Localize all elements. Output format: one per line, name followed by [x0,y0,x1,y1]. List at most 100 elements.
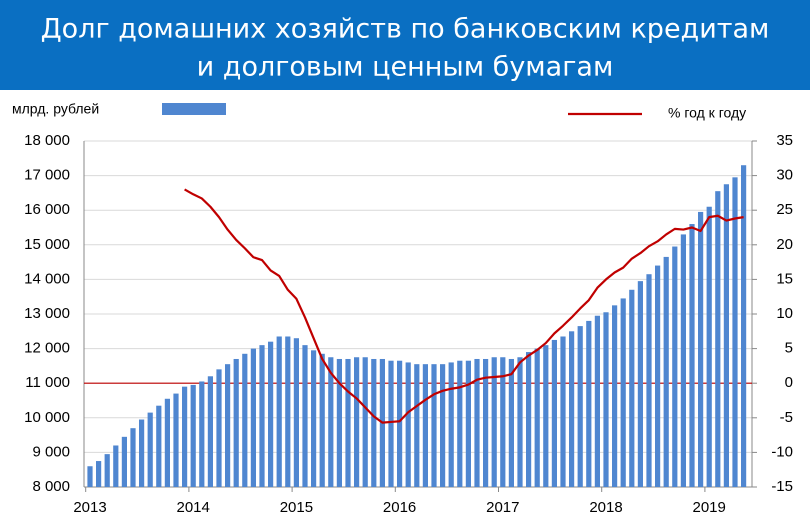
y-tick-label: 17 000 [24,167,70,184]
bar [569,331,575,487]
y2-tick-label: 20 [776,236,793,253]
bar [655,265,661,487]
bar [517,357,523,487]
bar [87,466,93,487]
bar [698,211,704,487]
bar [302,345,308,487]
bar [250,348,256,487]
bar [465,360,471,487]
bar [603,312,609,487]
bar [440,364,446,487]
legend-label: % год к году [668,105,746,121]
bar [388,360,394,487]
bar [414,364,420,487]
y-tick-label: 10 000 [24,409,70,426]
bar [577,326,583,487]
y-tick-label: 14 000 [24,270,70,287]
bar [612,305,618,487]
chart-title: Долг домашних хозяйств по банковским кре… [41,14,770,45]
bar [551,339,557,487]
bar [319,353,325,487]
y-tick-label: 16 000 [24,201,70,218]
bar [508,358,514,487]
y2-tick-label: 30 [776,167,793,184]
bar [560,336,566,487]
plot-background [0,90,810,526]
chart-title: и долговым ценным бумагам [197,52,614,83]
bar [336,358,342,487]
x-tick-label: 2013 [73,499,106,516]
bar [268,341,274,487]
bar [646,274,652,487]
bar [680,234,686,487]
bar [723,184,729,487]
legend-swatch [162,103,226,115]
x-tick-label: 2017 [486,499,519,516]
bar [173,393,179,487]
bar [139,419,145,487]
x-tick-label: 2016 [383,499,416,516]
bar [457,360,463,487]
bar [594,315,600,487]
bar [500,357,506,487]
bar [147,412,153,487]
bar [637,281,643,487]
bar [285,336,291,487]
bar [182,386,188,487]
y2-tick-label: -5 [780,409,793,426]
bar [113,445,119,487]
title-banner [0,0,810,90]
bar [431,364,437,487]
bar [526,352,532,487]
bar [259,345,265,487]
bar [672,246,678,487]
bar [242,353,248,487]
bar [293,338,299,487]
y2-tick-label: 0 [785,374,793,391]
bar [629,289,635,487]
x-tick-label: 2018 [589,499,622,516]
bar [663,256,669,487]
y2-tick-label: 15 [776,270,793,287]
bar [689,224,695,488]
bar [311,350,317,487]
bar [156,405,162,487]
x-tick-label: 2014 [177,499,210,516]
bar [706,206,712,488]
bar [276,336,282,487]
bar [216,369,222,487]
bar [397,360,403,487]
bar [328,357,334,487]
y-tick-label: 12 000 [24,340,70,357]
bar [543,345,549,487]
bar [207,376,213,487]
y-tick-label: 9 000 [32,443,70,460]
y2-tick-label: -10 [771,443,793,460]
bar [371,358,377,487]
bar [405,362,411,487]
bar [534,348,540,487]
y-tick-label: 11 000 [25,374,70,391]
y2-tick-label: 5 [785,340,793,357]
bar [121,436,127,487]
bar [586,320,592,487]
bar [474,358,480,487]
bar [225,364,231,487]
bar [104,454,110,487]
bar [130,428,136,487]
y2-tick-label: 10 [776,305,793,322]
y-tick-label: 8 000 [32,478,70,495]
bar [732,177,738,487]
bar [741,165,747,487]
y2-tick-label: 35 [776,132,793,149]
bar [483,358,489,487]
bar [491,357,497,487]
bar [96,461,102,487]
y-tick-label: 13 000 [24,305,70,322]
bar [345,358,351,487]
bar [199,381,205,487]
x-tick-label: 2019 [693,499,726,516]
bar [164,398,170,487]
bar [354,357,360,487]
